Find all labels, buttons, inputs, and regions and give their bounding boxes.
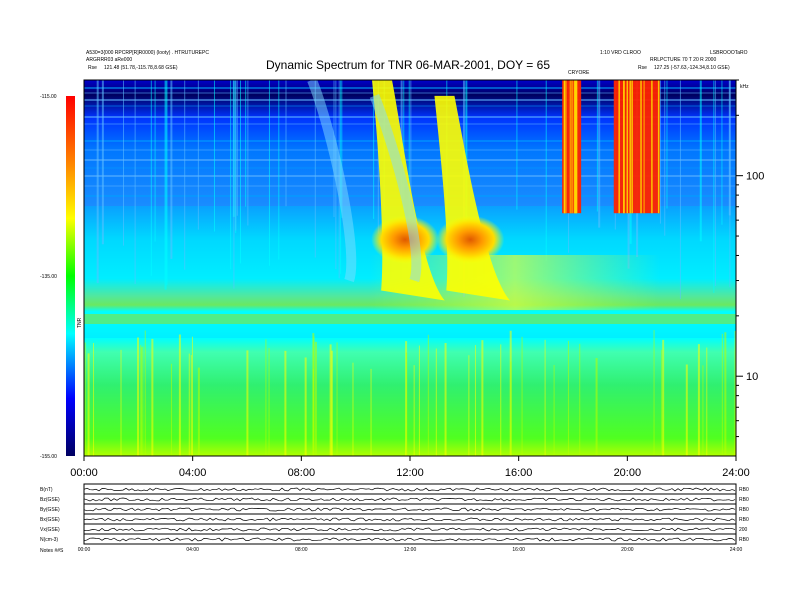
panel-x-tick-label: 00:00 xyxy=(78,547,91,553)
panel-x-tick-label: 08:00 xyxy=(295,547,308,553)
panel-label: Bx(GSE) xyxy=(40,517,60,523)
panel-right-label: RB0 xyxy=(739,517,749,523)
x-tick-label: 00:00 xyxy=(70,467,98,479)
x-tick-label: 16:00 xyxy=(505,467,533,479)
spectrogram xyxy=(84,80,736,456)
header-right-small-label: CRYORE xyxy=(568,70,590,76)
y-axis-label: kHz xyxy=(740,84,749,90)
header-left-position-label: Rse xyxy=(88,65,97,71)
bottom-panels: B(nT) RB0 Bz(GSE) RB0 By(GSE) RB0 Bx(GSE) RB0 Vx… xyxy=(40,483,749,553)
green-band xyxy=(84,314,736,324)
y-axis-ticks: 100 10 xyxy=(736,79,764,438)
colorbar-label: TNR xyxy=(77,317,83,328)
colorbar-tick-labels: -115.00 -135.00 -155.00 xyxy=(40,94,57,460)
panel-x-tick-label: 24:00 xyxy=(730,547,743,553)
x-tick-label: 08:00 xyxy=(288,467,316,479)
emission-features xyxy=(307,80,660,301)
drift-emission-peak xyxy=(371,215,440,264)
panel-x-tick-label: 20:00 xyxy=(621,547,634,553)
y-tick-label: 10 xyxy=(746,371,758,383)
drift-emission-peak xyxy=(436,215,505,264)
header-right-line-2: RRLPCTURE 70 T 20 R 2000 xyxy=(650,57,716,63)
panel-x-tick-label: 12:00 xyxy=(404,547,417,553)
noise-storm xyxy=(613,80,660,214)
panel-right-label: 200 xyxy=(739,527,748,533)
panel-right-label: RB0 xyxy=(739,487,749,493)
x-tick-label: 24:00 xyxy=(722,467,750,479)
header-right-line-1: 1:10 VRD CLROO xyxy=(600,50,641,56)
panel-label: N(cm-3) xyxy=(40,537,58,543)
panel-x-tick-label: 16:00 xyxy=(512,547,525,553)
panel-label: By(GSE) xyxy=(40,507,60,513)
colorbar-tick-label: -135.00 xyxy=(40,274,57,280)
panel-right-label: RB0 xyxy=(739,497,749,503)
chart-title: Dynamic Spectrum for TNR 06-MAR-2001, DO… xyxy=(266,58,550,72)
panel-trace xyxy=(83,527,736,532)
x-axis-ticks: 00:00 04:00 08:00 12:00 16:00 20:00 24:00 xyxy=(70,456,750,479)
x-tick-label: 20:00 xyxy=(614,467,642,479)
x-tick-label: 04:00 xyxy=(179,467,207,479)
colorbar-tick-label: -155.00 xyxy=(40,454,57,460)
panel-label: Vx(GSE) xyxy=(40,527,60,533)
panel-trace xyxy=(83,517,736,522)
panel-x-tick-label: 04:00 xyxy=(186,547,199,553)
colorbar-tick-label: -115.00 xyxy=(40,94,57,100)
panel-trace xyxy=(83,537,736,542)
band-lower xyxy=(84,338,736,456)
x-tick-label: 12:00 xyxy=(396,467,424,479)
y-tick-label: 100 xyxy=(746,171,764,183)
panel-label: Bz(GSE) xyxy=(40,497,60,503)
drift-emission-echo xyxy=(369,94,422,283)
header-right-position-value: 127.25 (-57.63,-124.34,8.10 GSE) xyxy=(654,65,730,71)
panel-label: B(nT) xyxy=(40,487,53,493)
footer-label: Notes ##S xyxy=(40,548,64,554)
panel-right-label: RB0 xyxy=(739,507,749,513)
panel-trace xyxy=(83,487,736,492)
header-left-line-2: ARGRRR03 aRe000 xyxy=(86,57,132,63)
drift-emission-echo xyxy=(307,80,357,283)
panel-right-label: RB0 xyxy=(739,537,749,543)
header-right-position-label: Rse xyxy=(638,65,647,71)
panel-trace xyxy=(83,507,736,512)
header-left-position-value: 121.48 (51.78,-115.78,8.68 GSE) xyxy=(104,65,178,71)
colorbar xyxy=(66,96,75,456)
panel-trace xyxy=(83,497,736,502)
header-left-line-1: A530=3{000 RPCRP[R]R0000} (looty) . HTRU… xyxy=(86,50,209,56)
header-right-id: LSBROOOTaRO xyxy=(710,50,748,56)
